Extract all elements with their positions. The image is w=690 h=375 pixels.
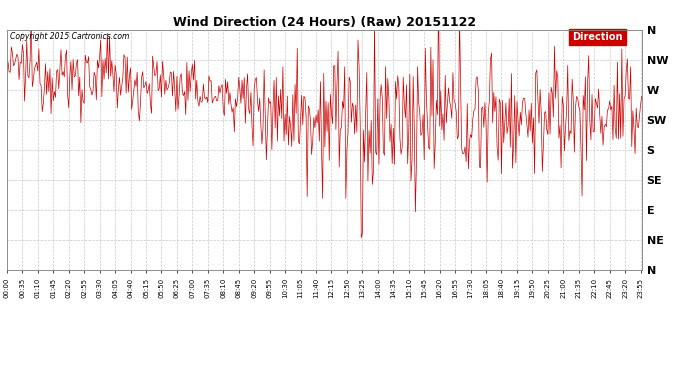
- Title: Wind Direction (24 Hours) (Raw) 20151122: Wind Direction (24 Hours) (Raw) 20151122: [172, 16, 476, 29]
- Text: Copyright 2015 Cartronics.com: Copyright 2015 Cartronics.com: [10, 32, 130, 41]
- Text: Direction: Direction: [572, 32, 622, 42]
